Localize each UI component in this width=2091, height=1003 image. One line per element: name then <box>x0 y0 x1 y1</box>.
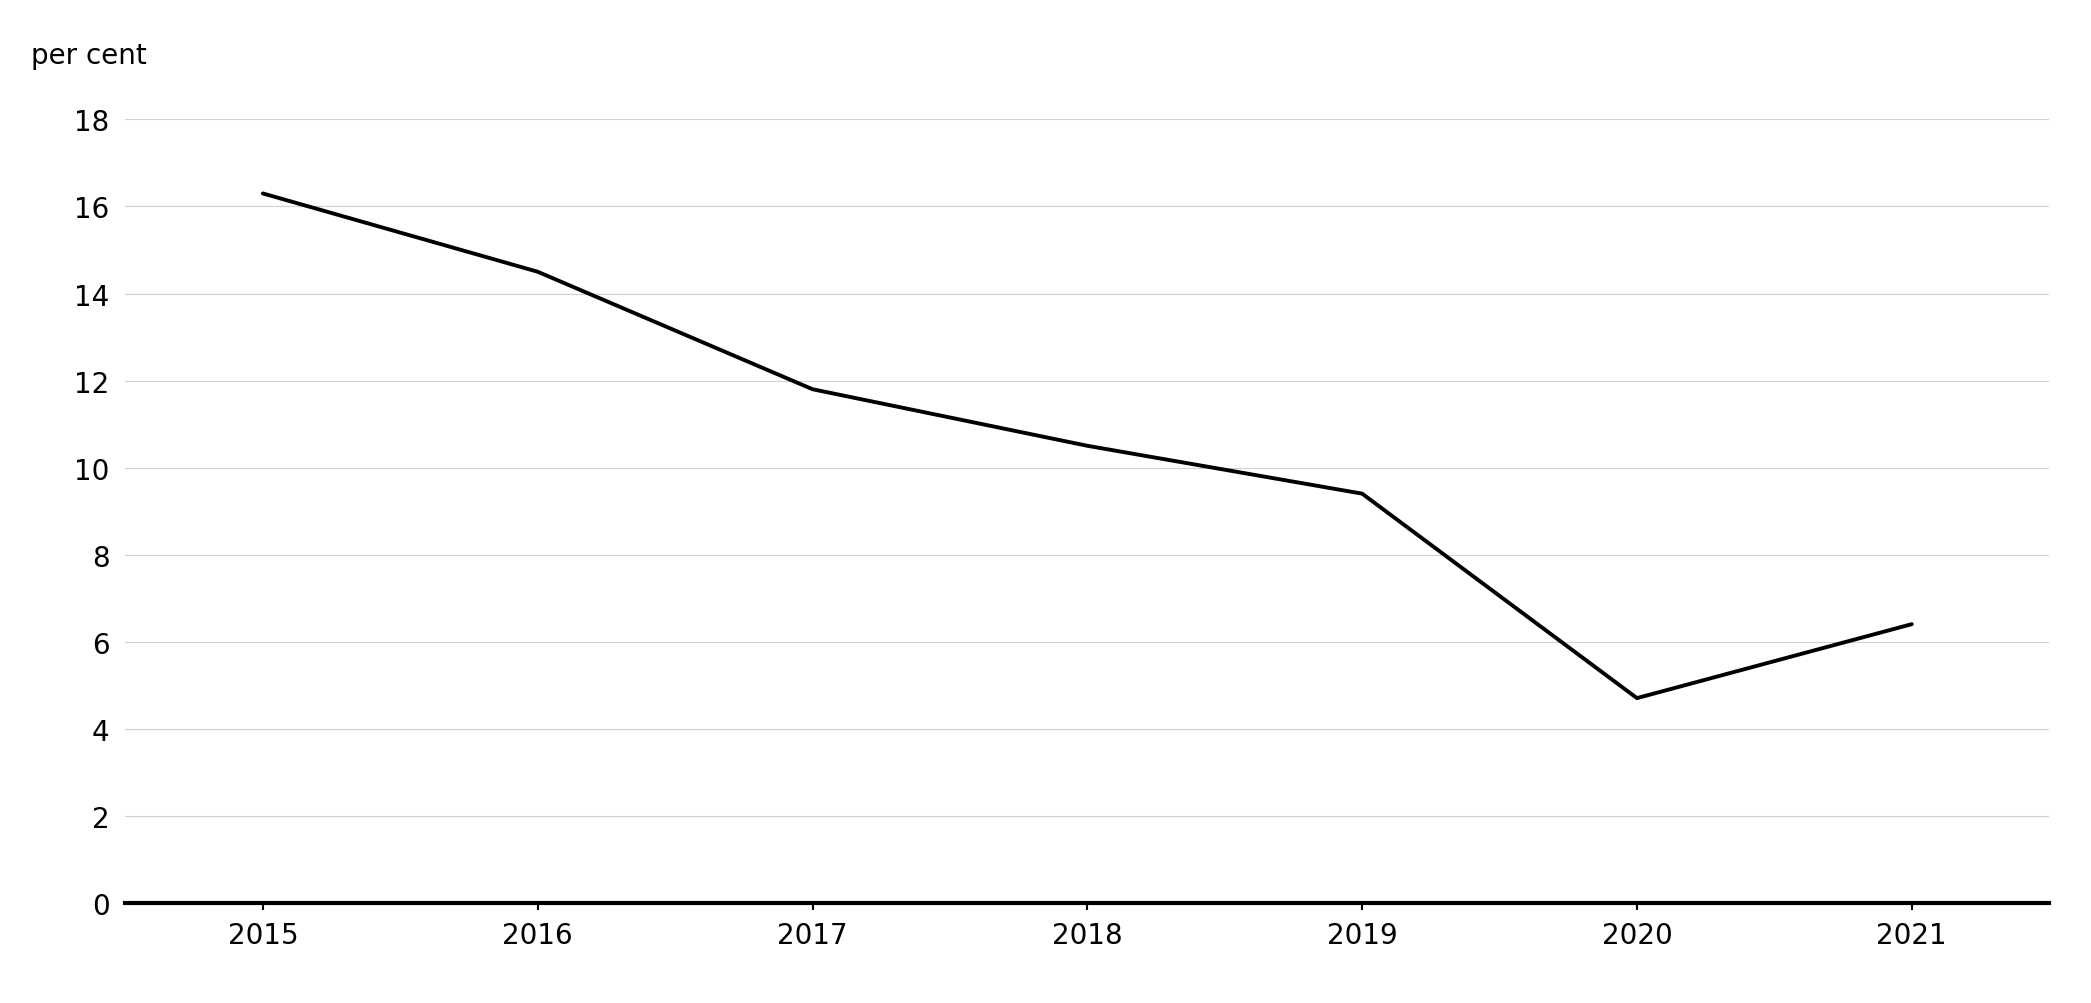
Text: per cent: per cent <box>31 42 146 70</box>
